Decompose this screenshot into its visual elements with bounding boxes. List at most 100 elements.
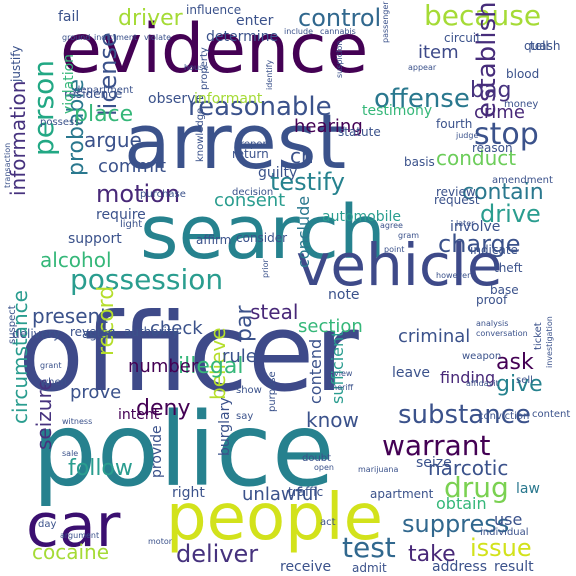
word-commit: commit (98, 156, 167, 177)
word-testify: testify (270, 168, 345, 196)
word-conclude: conclude (294, 195, 313, 268)
word-quash: quash (524, 39, 561, 53)
word-enter: enter (236, 13, 274, 29)
word-warrant: warrant (382, 429, 491, 462)
word-alcohol: alcohol (40, 248, 112, 272)
word-present: present (32, 304, 109, 328)
word-argue: argue (84, 128, 142, 152)
word-burglary: burglary (217, 397, 233, 456)
word-officer: officer (18, 291, 359, 416)
word-identify: identify (265, 59, 274, 90)
word-return: return (232, 147, 269, 161)
word-follow: follow (68, 456, 133, 481)
word-influence: influence (186, 3, 242, 17)
word-provide: provide (149, 425, 165, 478)
word-weapon: weapon (462, 351, 502, 362)
word-driver: driver (118, 6, 183, 31)
word-par: par (232, 305, 257, 343)
word-review: review (436, 185, 476, 199)
word-people: people (166, 481, 383, 555)
word-cocaine: cocaine (32, 540, 110, 564)
word-informant: informant (194, 91, 263, 107)
word-report: report (240, 139, 271, 150)
word-show: show (236, 385, 262, 396)
word-ground: ground (62, 33, 91, 42)
word-appear: appear (408, 63, 437, 72)
word-grant: grant (40, 361, 62, 370)
word-violation: violation (61, 53, 77, 114)
word-unlawful: unlawful (242, 484, 319, 505)
word-point: point (384, 245, 405, 254)
word-automobile: automobile (322, 209, 401, 225)
word-suspect: suspect (7, 305, 18, 344)
word-crime: crime (474, 102, 525, 123)
word-consent: consent (214, 190, 286, 211)
word-criminal: criminal (398, 326, 471, 347)
word-guilty: guilty (258, 165, 298, 181)
word-say: say (236, 411, 254, 422)
word-involve: involve (450, 219, 501, 235)
word-because: because (424, 0, 542, 32)
word-conduct: conduct (436, 146, 517, 170)
word-traffic: traffic (288, 485, 324, 499)
word-purpose: purpose (267, 371, 278, 412)
word-take: take (408, 542, 456, 567)
word-police: police (32, 391, 335, 510)
word-reasonable: reasonable (188, 92, 332, 122)
word-contain: contain (462, 180, 544, 205)
word-deny: deny (136, 396, 191, 421)
word-place: place (74, 102, 134, 127)
word-number: number (128, 356, 199, 377)
word-delivery: delivery (12, 327, 61, 341)
word-decision: decision (232, 187, 274, 198)
word-substance: substance (398, 400, 531, 430)
word-finding: finding (440, 368, 496, 387)
word-individual: individual (480, 527, 529, 538)
word-law: law (516, 481, 540, 497)
word-receive: receive (280, 559, 332, 575)
word-money: money (504, 99, 539, 110)
word-stop: stop (474, 117, 539, 152)
word-charge: charge (438, 230, 521, 258)
word-drug: drug (444, 471, 509, 504)
word-deliver: deliver (176, 540, 259, 568)
word-light: light (120, 219, 143, 230)
word-property: property (199, 47, 210, 90)
word-seizure: seizure (32, 378, 56, 450)
word-when: when (40, 377, 68, 388)
word-intent: intent (118, 407, 160, 423)
word-reverse: reverse (70, 325, 116, 339)
word-know: know (306, 408, 359, 432)
word-observe: observe (148, 91, 205, 107)
word-sell: sell (516, 375, 533, 386)
word-admit: admit (352, 561, 387, 575)
word-gram: gram (398, 231, 420, 240)
word-indictment: indictment (94, 33, 138, 42)
word-car: car (26, 491, 121, 561)
word-address: address (432, 559, 488, 575)
word-sale: sale (62, 449, 79, 458)
word-right: right (172, 485, 205, 501)
word-fail: fail (58, 9, 80, 25)
word-violate: violate (144, 33, 172, 42)
word-prior: prior (261, 259, 270, 278)
word-check: check (150, 318, 203, 339)
word-proof: proof (476, 293, 508, 307)
word-analysis: analysis (476, 319, 509, 328)
word-sufficient: sufficient (328, 330, 347, 404)
word-determine: determine (206, 29, 279, 45)
word-suspicion: suspicion (335, 40, 344, 78)
word-ask: ask (496, 350, 534, 375)
word-house: house (184, 63, 209, 72)
word-possession: possession (70, 263, 224, 296)
word-issue: issue (470, 534, 532, 562)
word-suppress: suppress (402, 510, 510, 538)
word-include: include (284, 27, 313, 36)
word-judge: judge (456, 131, 479, 140)
word-passenger: passenger (381, 1, 390, 43)
word-amendment: amendment (492, 175, 553, 186)
word-offense: offense (374, 84, 470, 114)
word-use: use (494, 510, 523, 529)
word-ticket: ticket (533, 322, 544, 350)
word-motor: motor (148, 537, 173, 546)
